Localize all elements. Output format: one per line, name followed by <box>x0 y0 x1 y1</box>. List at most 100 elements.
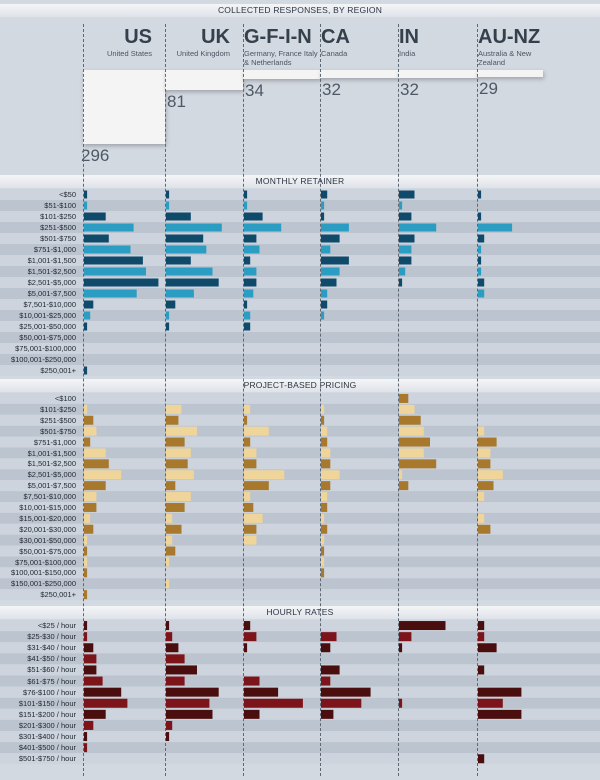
bar-uk-7 <box>166 267 213 276</box>
bar-g-f-i-n-13 <box>244 535 257 545</box>
bar-in-7 <box>399 267 406 276</box>
row-stripe <box>0 753 600 765</box>
bar-au-nz-5 <box>478 448 491 458</box>
row-stripe <box>0 233 600 244</box>
bar-g-f-i-n-1 <box>244 404 251 414</box>
row-stripe <box>0 310 600 321</box>
category-label: $1,001-$1,500 <box>27 448 76 458</box>
region-header-uk: UK United Kingdom <box>156 26 230 59</box>
bar-uk-15 <box>166 557 170 567</box>
bar-uk-17 <box>166 579 170 589</box>
category-label: $301-$400 / hour <box>18 732 76 741</box>
bar-in-3 <box>399 426 424 436</box>
region-name: Australia & New Zealand <box>478 49 532 67</box>
bar-g-f-i-n-5 <box>244 676 260 686</box>
region-header-ca: CA Canada <box>321 26 395 59</box>
bar-uk-2 <box>166 212 191 221</box>
row-stripe <box>0 534 600 546</box>
row-stripe <box>0 653 600 665</box>
bar-us-7 <box>84 267 146 276</box>
column-divider <box>83 24 84 776</box>
bar-ca-9 <box>321 289 328 298</box>
bar-in-4 <box>399 234 415 243</box>
category-label: $1,001-$1,500 <box>27 256 76 265</box>
bar-us-12 <box>84 322 88 331</box>
bar-in-5 <box>399 245 412 254</box>
bar-us-5 <box>84 245 131 254</box>
category-label: $251-$500 <box>40 223 76 232</box>
category-label: $100,001-$250,000 <box>10 355 76 364</box>
region-name: United Kingdom <box>176 49 230 58</box>
category-label: $1,501-$2,500 <box>27 267 76 276</box>
row-stripe <box>0 403 600 415</box>
bar-au-nz-0 <box>478 621 485 631</box>
bar-au-nz-7 <box>478 698 503 708</box>
section-title: PROJECT-BASED PRICING <box>0 379 600 392</box>
bar-ca-4 <box>321 665 340 675</box>
region-code: AU-NZ <box>478 26 541 48</box>
bar-in-3 <box>399 223 437 232</box>
bar-g-f-i-n-7 <box>244 698 303 708</box>
bar-uk-5 <box>166 676 185 686</box>
bar-us-11 <box>84 513 91 523</box>
category-label: $250,001+ <box>40 366 76 375</box>
category-label: $5,001-$7,500 <box>27 289 76 298</box>
bar-au-nz-1 <box>478 632 485 642</box>
bar-in-1 <box>399 632 412 642</box>
bar-us-7 <box>84 698 128 708</box>
bar-uk-14 <box>166 546 176 556</box>
category-label: $1,501-$2,500 <box>27 459 76 469</box>
region-code: US <box>124 26 152 48</box>
row-stripe <box>0 222 600 233</box>
bar-ca-7 <box>321 698 362 708</box>
bar-us-9 <box>84 492 97 502</box>
row-stripe <box>0 631 600 643</box>
bar-g-f-i-n-6 <box>244 459 257 469</box>
category-label: $50,001-$75,000 <box>19 333 76 342</box>
bar-au-nz-9 <box>478 289 485 298</box>
bar-ca-2 <box>321 415 325 425</box>
bar-us-4 <box>84 665 97 675</box>
bar-in-0 <box>399 621 446 631</box>
bar-ca-11 <box>321 513 325 523</box>
bar-ca-0 <box>321 190 328 199</box>
response-count-label: 81 <box>167 92 186 112</box>
category-label: $150,001-$250,000 <box>10 579 76 589</box>
category-label: $100,001-$150,000 <box>10 568 76 578</box>
category-label: $251-$500 <box>40 415 76 425</box>
response-count-bar-us <box>83 70 165 144</box>
bar-us-0 <box>84 190 88 199</box>
bar-uk-0 <box>166 621 170 631</box>
category-label: $2,501-$5,000 <box>27 470 76 480</box>
row-stripe <box>0 200 600 211</box>
bar-ca-15 <box>321 557 325 567</box>
category-label: $151-$200 / hour <box>18 709 76 719</box>
category-label: $751-$1,000 <box>33 437 76 447</box>
bar-g-f-i-n-0 <box>244 621 251 631</box>
category-label: <$50 <box>59 190 76 199</box>
row-stripe <box>0 512 600 524</box>
bar-us-12 <box>84 524 94 534</box>
bar-ca-16 <box>321 568 325 578</box>
bar-ca-12 <box>321 524 328 534</box>
category-label: $75,001-$100,000 <box>15 344 76 353</box>
column-divider <box>398 24 399 776</box>
row-stripe <box>0 523 600 535</box>
bar-au-nz-6 <box>478 459 491 469</box>
category-label: $501-$750 <box>40 426 76 436</box>
category-label: $5,001-$7,500 <box>27 481 76 491</box>
bar-ca-4 <box>321 234 340 243</box>
row-stripe <box>0 343 600 354</box>
response-count-bar-g-f-i-n <box>243 70 320 79</box>
row-stripe <box>0 393 600 404</box>
bar-au-nz-8 <box>478 278 485 287</box>
response-count-bar-in <box>398 70 477 78</box>
bar-uk-9 <box>166 720 173 730</box>
bar-in-6 <box>399 459 437 469</box>
bar-us-11 <box>84 311 91 320</box>
row-stripe <box>0 425 600 437</box>
region-code: IN <box>399 26 419 48</box>
response-count-label: 29 <box>479 79 498 99</box>
bar-us-18 <box>84 590 88 600</box>
row-stripe <box>0 189 600 200</box>
